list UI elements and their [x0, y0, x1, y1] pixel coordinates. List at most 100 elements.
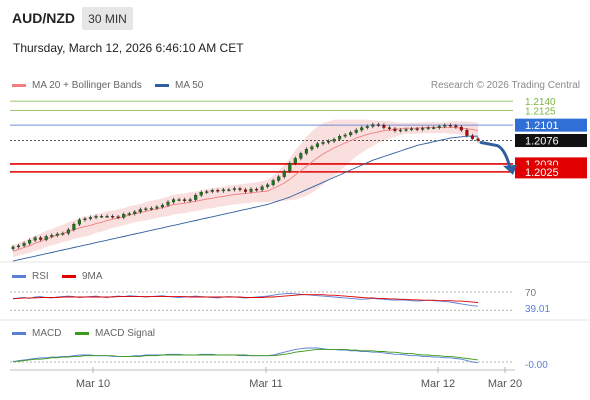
candle-body [133, 211, 137, 214]
candle-body [232, 188, 236, 190]
candle-body [299, 153, 303, 159]
level-label-resistance: 1.2140 [525, 97, 556, 108]
candle-body [22, 243, 26, 246]
macd-swatch [12, 332, 26, 335]
candle-body [238, 188, 242, 190]
candle-body [426, 127, 430, 129]
candle-body [55, 233, 59, 236]
candle-body [160, 204, 165, 208]
candle-body [194, 195, 198, 200]
macd-label: MACD [32, 328, 62, 339]
candle-body [437, 126, 441, 128]
candle-body [210, 190, 214, 192]
candle-body [459, 126, 463, 131]
candle-body [28, 240, 32, 244]
candle-body [266, 184, 270, 187]
candle-body [443, 124, 447, 127]
candle-body [421, 128, 425, 130]
legend-macd-signal: MACD Signal [75, 328, 155, 339]
candle-body [349, 132, 353, 136]
ma20-label: MA 20 + Bollinger Bands [32, 80, 142, 91]
candle-body [338, 136, 342, 140]
ma50-line [12, 135, 478, 262]
candle-body [415, 128, 419, 130]
level-tag-pivot [515, 118, 587, 132]
legend-rsi: RSI [12, 271, 49, 282]
rsi-panel: 70 39.01 [10, 288, 550, 315]
candle-body [476, 138, 480, 141]
candle-body [16, 245, 21, 248]
level-label-support: 1.2025 [525, 167, 559, 179]
candle-body [149, 208, 153, 210]
forecast-arrow-shaft [479, 141, 512, 170]
candle-body [304, 148, 308, 154]
legend-macd: MACD [12, 328, 61, 339]
candle-body [271, 180, 275, 185]
macd-line [12, 347, 479, 364]
level-label-resistance: 1.2125 [525, 106, 556, 117]
ma50-label: MA 50 [175, 80, 204, 91]
candle-body [260, 186, 264, 190]
candle-body [72, 224, 76, 230]
legend-ma20: MA 20 + Bollinger Bands [12, 80, 142, 91]
candle-body [354, 129, 358, 133]
candle-body [404, 129, 408, 131]
candle-body [249, 188, 253, 192]
rsi-reference-label: 70 [525, 288, 537, 299]
candle-body [39, 237, 43, 240]
candle-body [293, 158, 297, 164]
macd-signal-swatch [75, 332, 89, 335]
macd-panel: -0.00 [10, 347, 548, 371]
level-label-pivot: 1.2101 [525, 120, 559, 132]
level-tag-current [515, 134, 587, 148]
rsi-ma-label: 9MA [82, 271, 103, 282]
time-axis-tick-label: Mar 11 [249, 378, 282, 390]
candle-body [387, 127, 391, 129]
candle-body [221, 189, 225, 192]
candle-body [122, 214, 126, 218]
candle-body [398, 129, 403, 132]
legend-ma50: MA 50 [155, 80, 203, 91]
macd-signal-line [13, 348, 479, 362]
candle-body [199, 192, 203, 196]
candle-body [465, 129, 469, 136]
time-axis: Mar 10 Mar 11 Mar 12 Mar 20 [10, 367, 522, 390]
candle-body [310, 146, 314, 150]
candle-body [365, 126, 369, 128]
candle-body [166, 201, 170, 206]
ma50-swatch [155, 84, 169, 87]
macd-current-label: -0.00 [525, 360, 548, 371]
time-axis-tick-label: Mar 10 [76, 378, 110, 390]
macd-signal-label: MACD Signal [95, 328, 156, 339]
candle-body [382, 124, 386, 128]
candle-body [432, 127, 436, 129]
candle-body [448, 124, 452, 127]
candle-body [454, 125, 458, 128]
candle-body [188, 199, 192, 201]
ma20-swatch [12, 84, 26, 87]
candle-body [376, 124, 380, 126]
candle-body [371, 124, 375, 127]
candle-body [332, 139, 336, 142]
candle-body [138, 209, 142, 213]
candle-body [315, 143, 320, 147]
rsi-swatch [12, 275, 26, 278]
timeframe-button[interactable]: 30 MIN [82, 7, 133, 30]
candle-body [177, 199, 181, 201]
candle-body [470, 135, 475, 139]
candle-body [183, 199, 187, 201]
candle-body [410, 128, 414, 130]
level-tag-support [515, 165, 587, 179]
candle-body [288, 163, 292, 172]
candle-body [216, 190, 220, 192]
candle-body [100, 216, 104, 218]
chart-datetime: Thursday, March 12, 2026 6:46:10 AM CET [13, 41, 244, 55]
symbol-title: AUD/NZD [12, 10, 75, 26]
candle-body [66, 229, 70, 234]
candle-body [44, 236, 48, 240]
candle-body [77, 219, 81, 225]
candle-body [61, 233, 65, 235]
candle-body [94, 216, 98, 218]
